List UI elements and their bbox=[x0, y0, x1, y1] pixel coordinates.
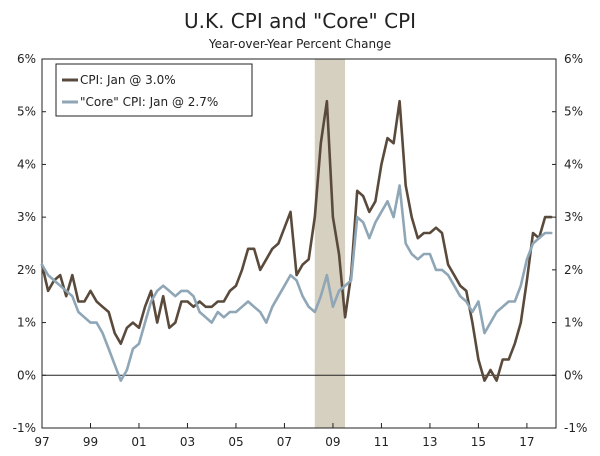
chart-title: U.K. CPI and "Core" CPI bbox=[184, 9, 416, 33]
y-tick-label-right: -1% bbox=[564, 421, 587, 435]
recession-shading bbox=[314, 59, 346, 428]
x-tick-label: 03 bbox=[180, 435, 195, 449]
y-tick-label-right: 4% bbox=[564, 157, 583, 171]
legend-label-core-cpi: "Core" CPI: Jan @ 2.7% bbox=[80, 95, 218, 109]
legend-label-cpi: CPI: Jan @ 3.0% bbox=[80, 73, 176, 87]
y-tick-label-left: 5% bbox=[17, 105, 36, 119]
x-tick-label: 17 bbox=[519, 435, 534, 449]
series-layer bbox=[40, 99, 553, 382]
x-tick-label: 15 bbox=[471, 435, 486, 449]
x-tick-label: 13 bbox=[422, 435, 437, 449]
legend: CPI: Jan @ 3.0% "Core" CPI: Jan @ 2.7% bbox=[55, 63, 253, 117]
x-tick-label: 09 bbox=[325, 435, 340, 449]
y-tick-label-right: 0% bbox=[564, 368, 583, 382]
y-tick-label-right: 5% bbox=[564, 105, 583, 119]
x-tick-label: 97 bbox=[34, 435, 49, 449]
y-tick-label-left: 0% bbox=[17, 368, 36, 382]
x-tick-label: 05 bbox=[228, 435, 243, 449]
y-tick-label-left: 3% bbox=[17, 210, 36, 224]
y-tick-label-right: 3% bbox=[564, 210, 583, 224]
y-tick-label-right: 6% bbox=[564, 52, 583, 66]
y-axis-right: -1% 0% 1% 2% 3% 4% 5% 6% bbox=[552, 52, 587, 435]
plot-frame bbox=[41, 58, 557, 429]
x-tick-label: 99 bbox=[83, 435, 98, 449]
y-tick-label-left: 6% bbox=[17, 52, 36, 66]
x-tick-label: 01 bbox=[131, 435, 146, 449]
chart-subtitle: Year-over-Year Percent Change bbox=[208, 37, 391, 51]
y-tick-label-left: 1% bbox=[17, 316, 36, 330]
legend-box bbox=[55, 63, 253, 117]
y-tick-label-left: 2% bbox=[17, 263, 36, 277]
x-axis: 97 99 01 03 05 07 09 11 13 15 17 bbox=[34, 423, 535, 449]
y-axis-left: -1% 0% 1% 2% 3% 4% 5% 6% bbox=[13, 52, 46, 435]
y-tick-label-left: -1% bbox=[13, 421, 36, 435]
y-tick-label-left: 4% bbox=[17, 157, 36, 171]
y-tick-label-right: 1% bbox=[564, 316, 583, 330]
x-tick-label: 11 bbox=[374, 435, 389, 449]
y-tick-label-right: 2% bbox=[564, 263, 583, 277]
series-line-core-cpi bbox=[40, 184, 553, 382]
series-line-cpi bbox=[40, 99, 553, 382]
x-tick-label: 07 bbox=[277, 435, 292, 449]
